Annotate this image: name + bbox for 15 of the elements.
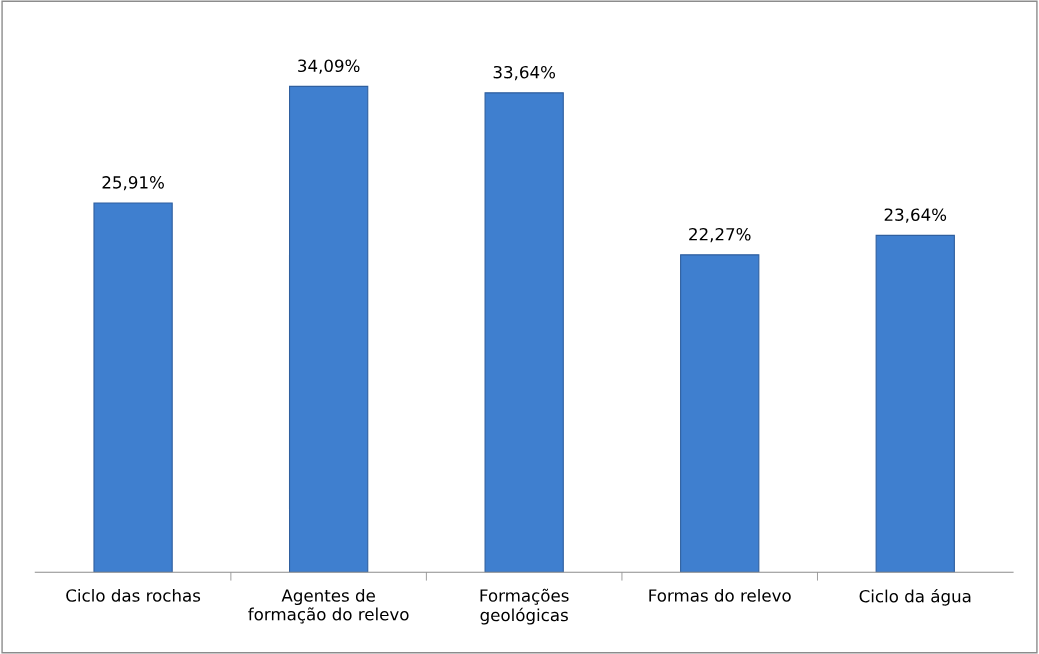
x-tick-label: Ciclo da água (859, 588, 971, 606)
x-tick-label: Ciclo das rochas (66, 588, 201, 602)
bar (484, 92, 564, 573)
x-tick-label: Agentes de formação do relevo (248, 588, 409, 624)
bar (93, 202, 173, 573)
bar (288, 85, 369, 573)
data-label: 33,64% (493, 65, 556, 81)
data-label: 34,09% (298, 59, 360, 74)
bar (875, 234, 955, 573)
x-tick-label: Formas do relevo (649, 588, 791, 602)
data-label: 22,27% (689, 227, 751, 243)
bar (680, 254, 760, 573)
data-label: 25,91% (102, 176, 164, 191)
x-tick-label: Formações geológicas (480, 588, 569, 625)
data-label: 23,64% (884, 208, 947, 223)
